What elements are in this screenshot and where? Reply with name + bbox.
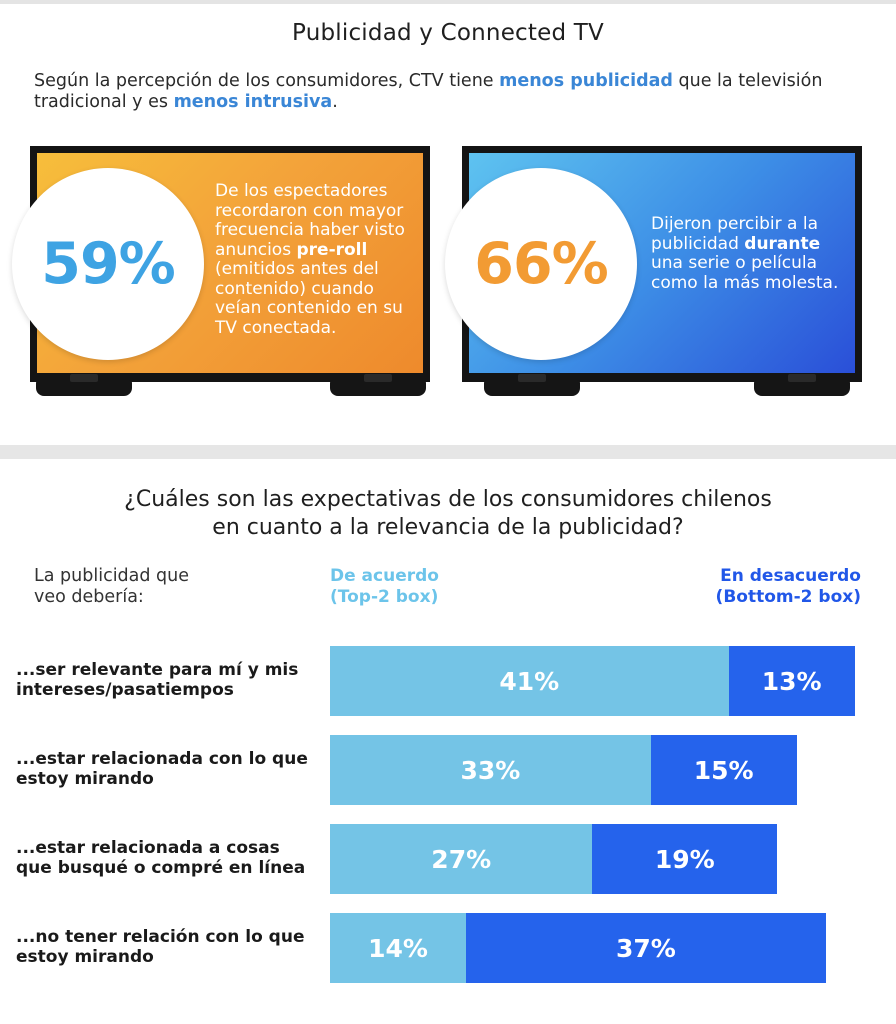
row-label-2: ...estar relacionada con lo que estoy mir… (16, 749, 326, 789)
tv1-text-b: (emitidos antes del contenido) cuando ve… (215, 259, 403, 338)
tv-stand-right (754, 374, 850, 396)
tv2-text-b: una serie o película como la más molesta… (651, 253, 839, 293)
chart-title-line2: en cuanto a la relevancia de la publicid… (212, 515, 684, 540)
bar-agree-2: 33% (330, 735, 651, 805)
intro-part3: . (332, 92, 338, 112)
row-label-line: ...ser relevante para mí y mis (16, 660, 299, 680)
tv1-description: De los espectadores recordaron con mayor… (215, 181, 425, 338)
tv2-text-bold: durante (744, 233, 821, 254)
bar-value-label: 15% (693, 755, 754, 785)
top-rule (0, 0, 896, 4)
tv2-text-a: Dijeron percibir a la publicidad (651, 214, 818, 254)
row-label-4: ...no tener relación con lo que estoy mir… (16, 927, 326, 967)
bar-disagree-2: 15% (650, 735, 797, 805)
intro-highlight-less-ads: menos publicidad (499, 71, 673, 91)
row-label-line: estoy mirando (16, 769, 154, 789)
row-label-line: que busqué o compré en línea (16, 858, 306, 878)
bar-agree-1: 41% (330, 646, 729, 716)
row-label-1: ...ser relevante para mí y mis intereses/… (16, 660, 326, 700)
bar-value-label: 19% (654, 844, 715, 874)
intro-part1: Según la percepción de los consumidores,… (34, 71, 500, 91)
tv2-description: Dijeron percibir a la publicidad durante… (651, 214, 856, 293)
row-label-line: ...no tener relación con lo que (16, 927, 305, 947)
chart-title-line1: ¿Cuáles son las expectativas de los cons… (124, 487, 772, 512)
bar-value-label: 14% (368, 933, 428, 963)
legend-agree-line2: (Top-2 box) (330, 587, 439, 607)
bar-value-label: 27% (431, 844, 492, 874)
bar-disagree-3: 19% (592, 824, 778, 894)
row-label-line: ...estar relacionada a cosas (16, 838, 280, 858)
tv-stand-right (330, 374, 426, 396)
tv-stand-left (36, 374, 132, 396)
legend-disagree-line2: (Bottom-2 box) (715, 587, 861, 607)
row-label-line: estoy mirando (16, 947, 154, 967)
tv1-text-bold: pre-roll (296, 239, 368, 260)
bar-agree-3: 27% (330, 824, 593, 894)
page-title: Publicidad y Connected TV (292, 20, 604, 46)
row-label-line: intereses/pasatiempos (16, 680, 234, 700)
intro-highlight-less-intrusive: menos intrusiva (173, 92, 333, 112)
bar-disagree-1: 13% (728, 646, 855, 716)
chart-title: ¿Cuáles son las expectativas de los cons… (0, 486, 896, 542)
intro-part2: que la televisión tradicional y es (34, 71, 823, 112)
tv-stand-left (484, 374, 580, 396)
bar-value-label: 13% (761, 666, 822, 696)
row-label-line: ...estar relacionada con lo que (16, 749, 308, 769)
bar-value-label: 41% (499, 666, 560, 696)
section-divider (0, 445, 896, 459)
legend-agree-line1: De acuerdo (330, 566, 439, 586)
lead-line2: veo debería: (34, 587, 144, 607)
tv1-text-a: De los espectadores recordaron con mayor… (215, 181, 405, 260)
legend-disagree-line1: En desacuerdo (720, 566, 861, 586)
legend-agree: De acuerdo (Top-2 box) (330, 566, 439, 608)
stat-circle-59: 59% (12, 168, 204, 360)
lead-line1: La publicidad que (34, 566, 190, 586)
row-label-3: ...estar relacionada a cosas que busqué o… (16, 838, 326, 878)
stat-circle-66: 66% (445, 168, 637, 360)
intro-text: Según la percepción de los consumidores,… (34, 71, 874, 113)
bar-agree-4: 14% (330, 913, 467, 983)
bar-disagree-4: 37% (466, 913, 826, 983)
bar-value-label: 33% (460, 755, 521, 785)
legend-disagree: En desacuerdo (Bottom-2 box) (716, 566, 861, 608)
chart-lead-label: La publicidad que veo debería: (34, 566, 274, 608)
bar-value-label: 37% (615, 933, 676, 963)
